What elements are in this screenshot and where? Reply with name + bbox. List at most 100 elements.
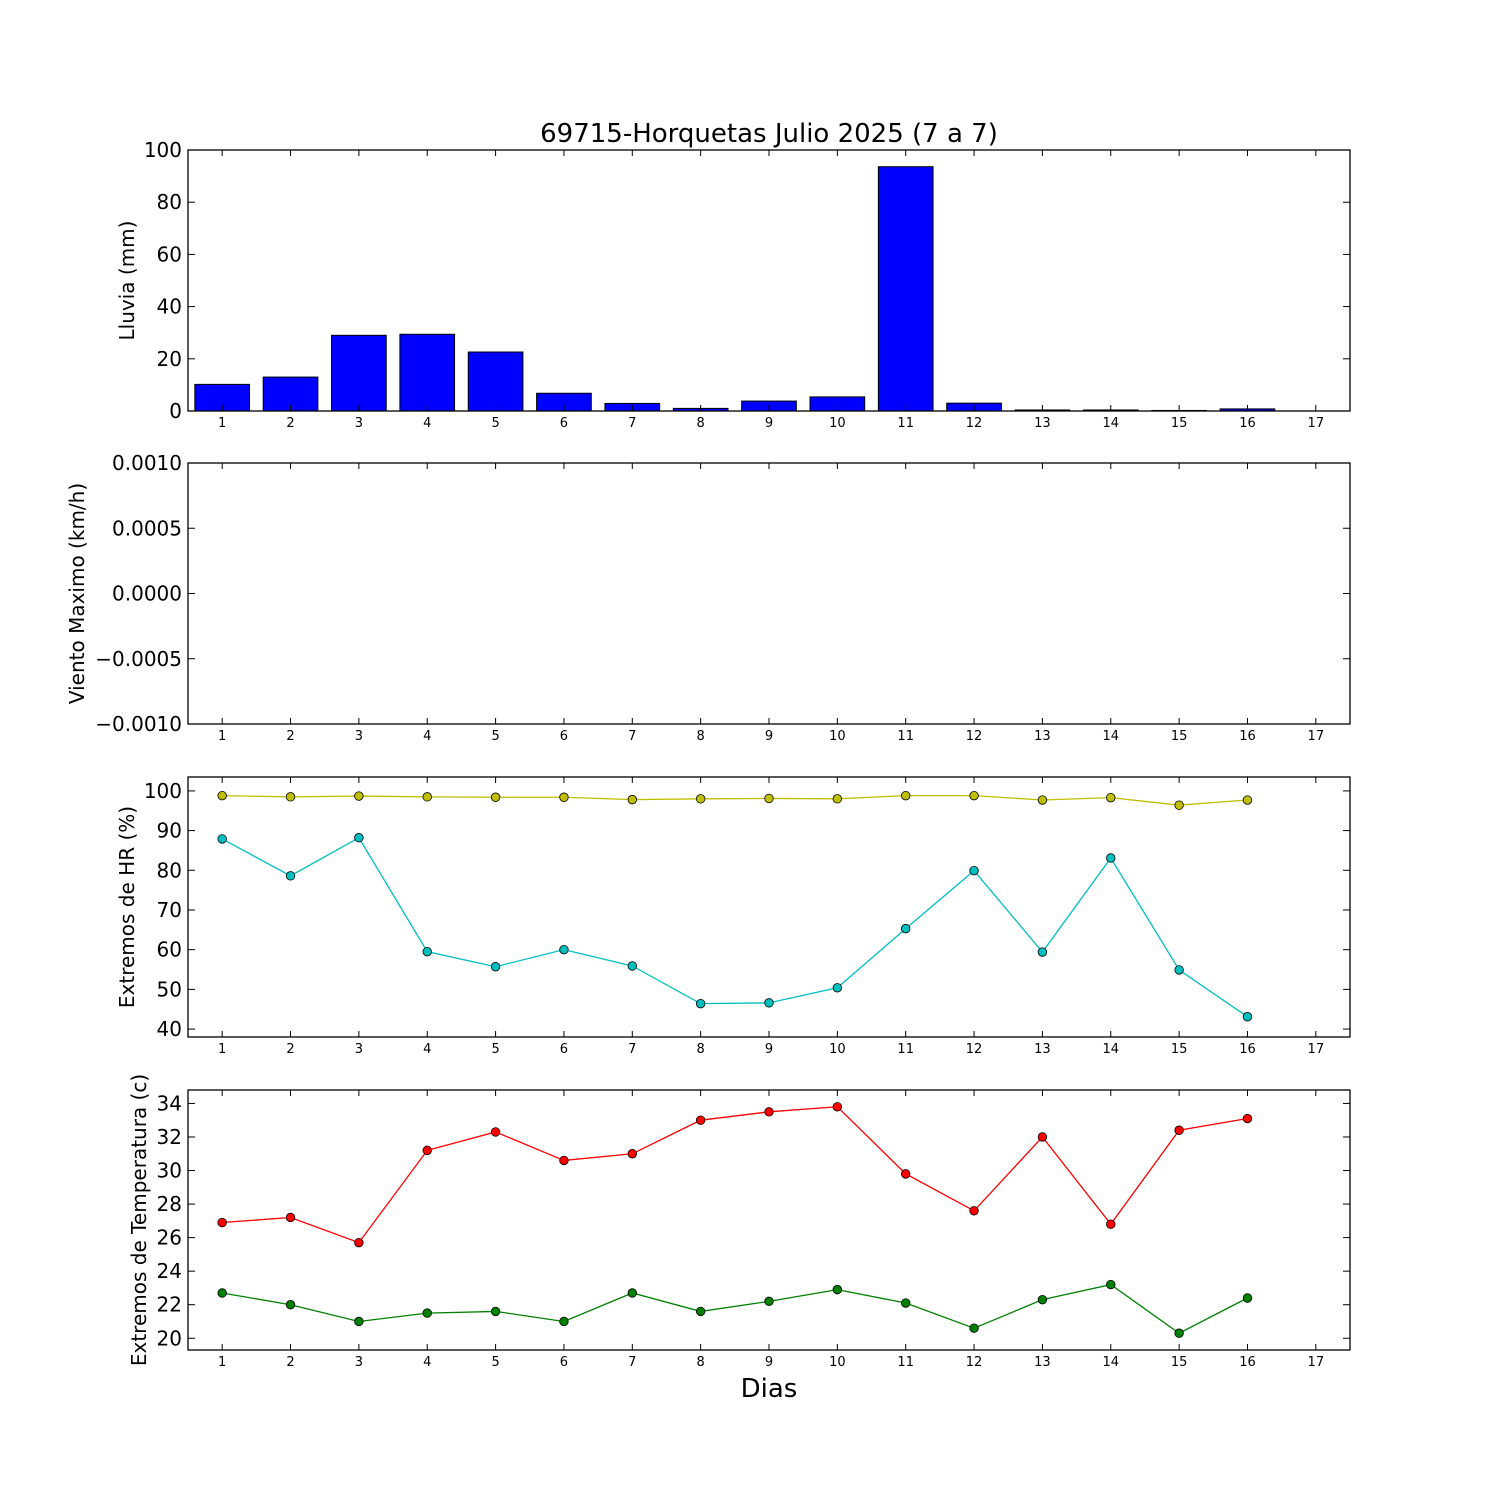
x-tick-label: 6	[560, 1355, 568, 1370]
series-1-point	[217, 1217, 227, 1228]
series-1-line	[222, 1106, 1248, 1244]
series-1-point	[627, 1149, 637, 1159]
y-tick-label: 90	[157, 819, 182, 843]
x-tick-label: 10	[829, 1042, 846, 1057]
series-2-point	[1106, 1279, 1116, 1290]
series-2-line	[222, 1283, 1248, 1334]
x-tick-label: 14	[1102, 1042, 1119, 1057]
x-tick-label: 14	[1102, 416, 1119, 431]
series-2-point	[832, 1284, 843, 1295]
series-1-point	[354, 791, 364, 801]
x-tick-label: 9	[765, 1355, 773, 1370]
y-tick-label: 30	[157, 1159, 182, 1183]
rain-bar	[331, 334, 387, 412]
x-tick-label: 5	[491, 1042, 499, 1057]
series-1-point	[422, 1145, 432, 1156]
series-1-point	[1106, 792, 1116, 803]
series-1-point	[901, 790, 911, 801]
series-1-point	[1174, 800, 1184, 810]
series-2-point	[217, 834, 227, 844]
x-tick-label: 15	[1171, 1042, 1188, 1057]
x-tick-label: 14	[1102, 729, 1119, 744]
series-2-point	[354, 833, 364, 843]
series-1-point	[832, 1102, 843, 1112]
series-1-point	[1037, 1132, 1048, 1142]
series-2-point	[1242, 1012, 1253, 1022]
y-tick-label: 20	[157, 1326, 182, 1350]
series-1-line	[222, 795, 1248, 806]
x-tick-label: 5	[491, 1355, 499, 1370]
x-tick-label: 5	[491, 416, 499, 431]
series-1-point	[559, 792, 569, 802]
series-2-point	[695, 1306, 706, 1317]
x-tick-label: 4	[423, 416, 431, 431]
x-tick-label: 6	[560, 729, 568, 744]
x-tick-label: 17	[1308, 729, 1325, 744]
x-tick-label: 11	[897, 1042, 914, 1057]
x-tick-label: 1	[218, 1042, 226, 1057]
y-axis-label: Extremos de HR (%)	[115, 806, 139, 1008]
series-1-point	[559, 1155, 569, 1166]
series-1-point	[695, 794, 706, 804]
series-2-point	[969, 1323, 979, 1333]
y-tick-label: 28	[157, 1192, 182, 1216]
x-tick-label: 10	[829, 1355, 846, 1370]
x-tick-label: 9	[765, 1042, 773, 1057]
x-tick-label: 6	[560, 1042, 568, 1057]
series-2-point	[1037, 947, 1048, 957]
x-tick-label: 16	[1239, 1355, 1256, 1370]
y-tick-label: 100	[144, 779, 182, 803]
y-tick-label: 0.0005	[112, 516, 182, 540]
y-axis-label: Extremos de Temperatura (c)	[127, 1074, 151, 1366]
y-tick-label: 80	[157, 190, 182, 214]
series-2-point	[490, 962, 501, 972]
y-tick-label: 40	[157, 295, 182, 319]
y-tick-label: 34	[157, 1091, 182, 1115]
series-2-point	[764, 998, 774, 1008]
x-tick-label: 12	[966, 1355, 983, 1370]
x-tick-label: 12	[966, 729, 983, 744]
x-tick-label: 7	[628, 416, 636, 431]
y-tick-label: 22	[157, 1293, 182, 1317]
series-2-point	[422, 1308, 432, 1318]
y-axis-label: Viento Maximo (km/h)	[65, 483, 89, 704]
series-2-line	[221, 836, 1248, 1018]
y-tick-label: 70	[157, 898, 182, 922]
series-1-point	[764, 1107, 774, 1117]
x-tick-label: 4	[423, 729, 431, 744]
series-2-point	[627, 1288, 637, 1298]
panel-4: 1 2 3 4 5 6 7 8 9 10 11 12 13 14 15 16 17202224262830323…	[127, 1074, 1351, 1370]
y-tick-label: 0.0010	[112, 451, 182, 475]
x-tick-label: 8	[697, 1355, 705, 1370]
series-2-point	[764, 1296, 774, 1307]
x-tick-label: 16	[1239, 729, 1256, 744]
series-1-point	[217, 790, 227, 801]
series-1-point	[1242, 795, 1253, 805]
x-tick-label: 10	[829, 729, 846, 744]
x-tick-label: 3	[355, 729, 363, 744]
x-tick-label: 12	[966, 1042, 983, 1057]
rain-bar	[877, 166, 934, 412]
series-2-point	[285, 1300, 296, 1310]
x-tick-label: 1	[218, 729, 226, 744]
x-tick-label: 17	[1308, 416, 1325, 431]
y-tick-label: 32	[157, 1125, 182, 1149]
series-1-point	[901, 1169, 911, 1179]
x-tick-label: 2	[286, 1355, 294, 1370]
series-2-point	[1174, 1328, 1184, 1338]
series-2-point	[969, 865, 979, 876]
y-tick-label: 100	[144, 138, 182, 162]
x-tick-label: 1	[218, 1355, 226, 1370]
x-tick-label: 11	[897, 729, 914, 744]
x-tick-label: 7	[628, 729, 636, 744]
series-2-point	[354, 1316, 364, 1327]
panel-3: 1 2 3 4 5 6 7 8 9 10 11 12 13 14 15 16 17405060708090100…	[115, 776, 1351, 1057]
y-tick-label: 60	[157, 242, 182, 266]
y-tick-label: 40	[157, 1017, 182, 1041]
x-tick-label: 13	[1034, 1355, 1051, 1370]
x-tick-label: 6	[560, 416, 568, 431]
x-tick-label: 9	[765, 729, 773, 744]
x-tick-label: 8	[697, 729, 705, 744]
x-tick-label: 10	[829, 416, 846, 431]
x-tick-label: 14	[1102, 1355, 1119, 1370]
